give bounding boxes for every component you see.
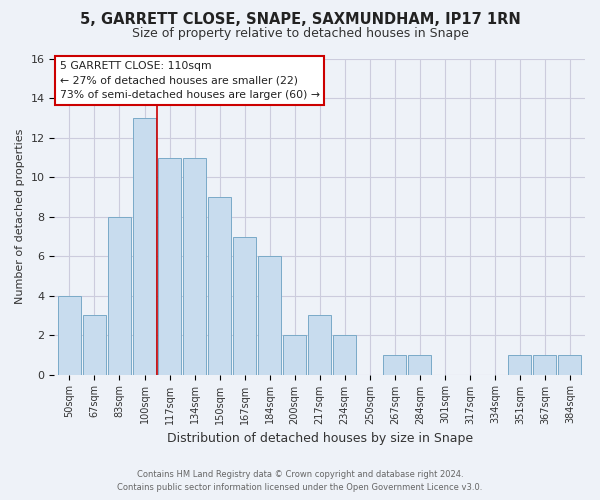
Bar xyxy=(208,197,231,374)
Bar xyxy=(383,355,406,374)
Bar xyxy=(133,118,156,374)
Y-axis label: Number of detached properties: Number of detached properties xyxy=(15,129,25,304)
Bar xyxy=(508,355,532,374)
Bar xyxy=(333,335,356,374)
Bar xyxy=(83,316,106,374)
Bar xyxy=(559,355,581,374)
X-axis label: Distribution of detached houses by size in Snape: Distribution of detached houses by size … xyxy=(167,432,473,445)
Bar xyxy=(233,236,256,374)
Text: Contains HM Land Registry data © Crown copyright and database right 2024.
Contai: Contains HM Land Registry data © Crown c… xyxy=(118,470,482,492)
Bar xyxy=(158,158,181,374)
Text: 5, GARRETT CLOSE, SNAPE, SAXMUNDHAM, IP17 1RN: 5, GARRETT CLOSE, SNAPE, SAXMUNDHAM, IP1… xyxy=(80,12,520,28)
Text: Size of property relative to detached houses in Snape: Size of property relative to detached ho… xyxy=(131,28,469,40)
Bar xyxy=(283,335,306,374)
Bar xyxy=(58,296,81,374)
Bar xyxy=(108,217,131,374)
Bar xyxy=(308,316,331,374)
Bar xyxy=(258,256,281,374)
Bar xyxy=(533,355,556,374)
Bar xyxy=(183,158,206,374)
Bar xyxy=(409,355,431,374)
Text: 5 GARRETT CLOSE: 110sqm
← 27% of detached houses are smaller (22)
73% of semi-de: 5 GARRETT CLOSE: 110sqm ← 27% of detache… xyxy=(60,60,320,100)
